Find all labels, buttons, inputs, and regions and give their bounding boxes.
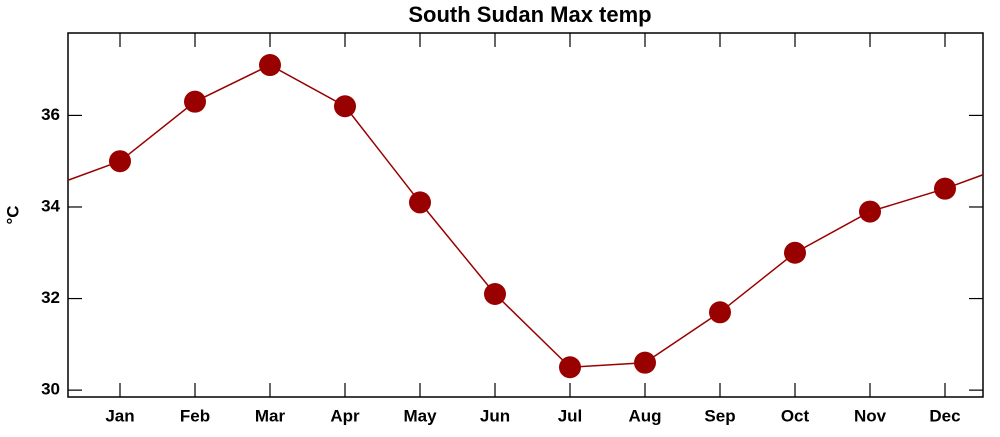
marker <box>484 282 506 305</box>
x-tick-label: Nov <box>854 406 887 425</box>
y-tick-label: 32 <box>41 288 60 307</box>
y-tick-label: 36 <box>41 105 60 124</box>
x-tick-label: Oct <box>781 406 810 425</box>
marker <box>559 356 581 379</box>
x-tick-label: Mar <box>255 406 286 425</box>
marker <box>709 301 731 324</box>
marker <box>184 90 206 113</box>
x-tick-label: Dec <box>929 406 960 425</box>
y-tick-label: 34 <box>41 196 60 215</box>
marker <box>934 177 956 200</box>
marker <box>784 241 806 264</box>
x-tick-label: Feb <box>180 406 210 425</box>
x-tick-label: May <box>403 406 437 425</box>
x-tick-label: Aug <box>628 406 661 425</box>
x-tick-label: Apr <box>330 406 360 425</box>
marker <box>109 150 131 173</box>
chart-title: South Sudan Max temp <box>408 2 651 27</box>
marker <box>409 191 431 214</box>
marker <box>859 200 881 223</box>
x-tick-label: Jan <box>105 406 134 425</box>
marker <box>259 54 281 77</box>
x-tick-label: Jul <box>558 406 583 425</box>
y-tick-label: 30 <box>41 380 60 399</box>
plot-frame <box>67 32 984 398</box>
marker <box>634 351 656 374</box>
x-tick-label: Jun <box>480 406 510 425</box>
line <box>119 64 946 369</box>
x-tick-label: Sep <box>704 406 735 425</box>
y-axis-label: °C <box>3 205 22 224</box>
marker <box>334 95 356 118</box>
